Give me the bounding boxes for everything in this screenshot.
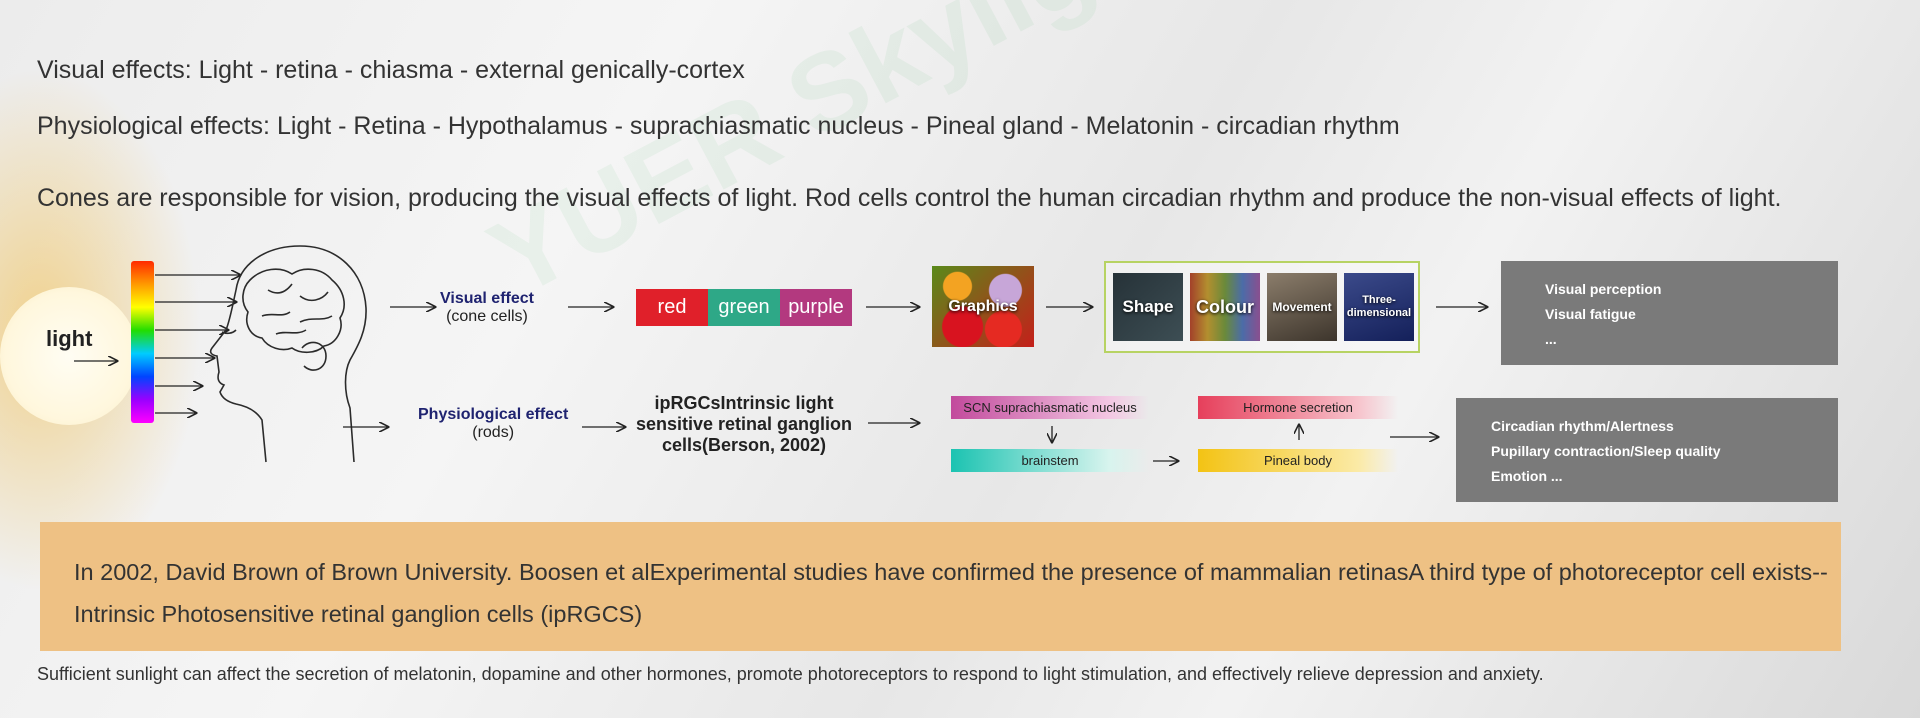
- color-purple: purple: [780, 289, 852, 326]
- physiological-effect-title: Physiological effect: [418, 406, 569, 423]
- light-label: light: [46, 326, 93, 351]
- physiological-outcomes-box: Circadian rhythm/Alertness Pupillary con…: [1456, 398, 1838, 502]
- cones-rods-statement: Cones are responsible for vision, produc…: [37, 184, 1782, 212]
- visual-effects-path: Visual effects: Light - retina - chiasma…: [37, 56, 745, 84]
- physiological-flow-arrows: [343, 423, 1438, 461]
- visual-effect-subtitle: (cone cells): [446, 308, 528, 325]
- physiological-outcome-item: Emotion ...: [1491, 468, 1563, 484]
- pineal-body-pill: Pineal body: [1198, 449, 1398, 472]
- research-note: In 2002, David Brown of Brown University…: [40, 522, 1841, 651]
- color-green: green: [708, 289, 780, 326]
- footer-text: Sufficient sunlight can affect the secre…: [37, 664, 1544, 684]
- spectrum-bar: [131, 261, 154, 423]
- graphics-label: Graphics: [948, 297, 1018, 315]
- visual-effect-label: Visual effect (cone cells): [440, 290, 534, 326]
- iprgc-label: ipRGCsIntrinsic light sensitive retinal …: [635, 393, 853, 455]
- category-movement: Movement: [1267, 273, 1337, 341]
- color-red: red: [636, 289, 708, 326]
- hormone-secretion-pill: Hormone secretion: [1198, 396, 1398, 419]
- scn-pill: SCN suprachiasmatic nucleus: [951, 396, 1149, 419]
- category-shape: Shape: [1113, 273, 1183, 341]
- category-three-dimensional: Three-dimensional: [1344, 273, 1414, 341]
- visual-effect-title: Visual effect: [440, 290, 534, 307]
- color-bar: red green purple: [636, 289, 852, 326]
- physiological-effects-path: Physiological effects: Light - Retina - …: [37, 112, 1400, 140]
- brainstem-pill: brainstem: [951, 449, 1149, 472]
- visual-outcome-item: Visual fatigue: [1545, 306, 1636, 322]
- visual-outcomes-box: Visual perception Visual fatigue ...: [1501, 261, 1838, 365]
- physiological-effect-subtitle: (rods): [472, 424, 515, 441]
- visual-outcome-item: Visual perception: [1545, 281, 1662, 297]
- category-colour: Colour: [1190, 273, 1260, 341]
- head-icon: [209, 245, 367, 463]
- physiological-effect-label: Physiological effect (rods): [418, 406, 568, 442]
- physiological-outcome-item: Pupillary contraction/Sleep quality: [1491, 443, 1721, 459]
- spectrum-rays: [155, 275, 240, 413]
- graphics-image: Graphics: [932, 266, 1034, 347]
- visual-outcome-item: ...: [1545, 331, 1557, 347]
- physiological-outcome-item: Circadian rhythm/Alertness: [1491, 418, 1674, 434]
